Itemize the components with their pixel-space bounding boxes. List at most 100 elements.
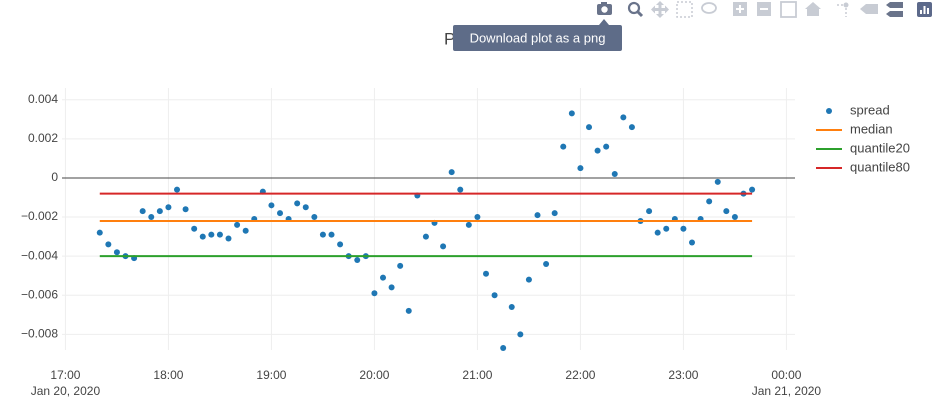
- point: [723, 208, 730, 215]
- autoscale-button[interactable]: [780, 1, 797, 18]
- point: [551, 210, 558, 217]
- reset-button[interactable]: [805, 2, 821, 16]
- point: [165, 204, 172, 211]
- point: [113, 249, 120, 256]
- zoom-out-button[interactable]: [757, 2, 771, 16]
- point: [225, 235, 232, 242]
- point: [611, 171, 618, 178]
- point: [594, 147, 601, 154]
- y-tick-label: −0.002: [21, 209, 58, 223]
- point: [714, 178, 721, 185]
- x-tick-label: 23:00: [668, 368, 698, 382]
- tooltip: Download plot as a png: [453, 19, 622, 51]
- point: [268, 202, 275, 209]
- point: [646, 208, 653, 215]
- point: [663, 225, 670, 232]
- point: [577, 165, 584, 172]
- pan-button[interactable]: [651, 1, 669, 18]
- y-tick-label: −0.006: [21, 287, 58, 301]
- point: [491, 292, 498, 299]
- point: [500, 345, 507, 352]
- point: [628, 124, 635, 131]
- y-tick-label: −0.004: [21, 248, 58, 262]
- point: [689, 239, 696, 246]
- legend-marker: [826, 108, 832, 114]
- point: [311, 214, 318, 221]
- x-tick-label: 00:00: [771, 368, 801, 382]
- legend-label: median: [850, 121, 893, 136]
- lasso-button[interactable]: [701, 2, 717, 14]
- point: [543, 260, 550, 267]
- point: [216, 231, 223, 238]
- point: [139, 208, 146, 215]
- point: [234, 221, 241, 228]
- point: [371, 290, 378, 297]
- point: [174, 186, 181, 193]
- point: [148, 214, 155, 221]
- point: [706, 198, 713, 205]
- point: [517, 331, 524, 338]
- point: [199, 233, 206, 240]
- x-tick-label: 18:00: [153, 368, 183, 382]
- point: [568, 110, 575, 117]
- point: [731, 214, 738, 221]
- box-select-button[interactable]: [676, 1, 693, 18]
- point: [294, 200, 301, 207]
- point: [182, 206, 189, 213]
- legend-label: quantile20: [850, 140, 910, 155]
- point: [534, 212, 541, 219]
- point: [277, 210, 284, 217]
- point: [105, 241, 112, 248]
- camera-button[interactable]: [597, 2, 612, 15]
- point: [525, 276, 532, 283]
- point: [380, 274, 387, 281]
- x-tick-date: Jan 20, 2020: [31, 384, 101, 398]
- x-tick-label: 22:00: [565, 368, 595, 382]
- spike-button[interactable]: [837, 2, 849, 18]
- point: [397, 262, 404, 269]
- hover-closest-button[interactable]: [860, 4, 878, 14]
- x-tick-label: 21:00: [462, 368, 492, 382]
- legend-label: spread: [850, 102, 890, 117]
- point: [620, 114, 627, 121]
- zoom-button[interactable]: [627, 1, 644, 18]
- chart-title: P: [444, 29, 455, 48]
- point: [448, 169, 455, 176]
- hover-compare-button[interactable]: [886, 2, 903, 17]
- point: [749, 186, 756, 193]
- point: [586, 124, 593, 131]
- point: [388, 284, 395, 291]
- y-tick-label: 0.004: [28, 92, 58, 106]
- point: [440, 243, 447, 250]
- point: [457, 186, 464, 193]
- point: [208, 231, 215, 238]
- point: [483, 270, 490, 277]
- point: [191, 225, 198, 232]
- point: [680, 225, 687, 232]
- point: [422, 233, 429, 240]
- point: [319, 231, 326, 238]
- point: [242, 227, 249, 234]
- point: [508, 303, 515, 310]
- modebar: [597, 1, 932, 18]
- point: [405, 307, 412, 314]
- y-tick-label: 0: [51, 170, 58, 184]
- point: [337, 241, 344, 248]
- x-tick-label: 19:00: [256, 368, 286, 382]
- point: [560, 143, 567, 150]
- point: [654, 229, 661, 236]
- point: [474, 214, 481, 221]
- point: [354, 257, 361, 264]
- plotly-logo[interactable]: [917, 2, 932, 17]
- point: [328, 231, 335, 238]
- x-tick-label: 20:00: [359, 368, 389, 382]
- point: [96, 229, 103, 236]
- tooltip-text: Download plot as a png: [470, 30, 606, 45]
- zoom-in-button[interactable]: [733, 2, 747, 16]
- x-tick-label: 17:00: [50, 368, 80, 382]
- y-tick-label: −0.008: [21, 327, 58, 341]
- legend-label: quantile80: [850, 159, 910, 174]
- point: [156, 208, 163, 215]
- point: [302, 204, 309, 211]
